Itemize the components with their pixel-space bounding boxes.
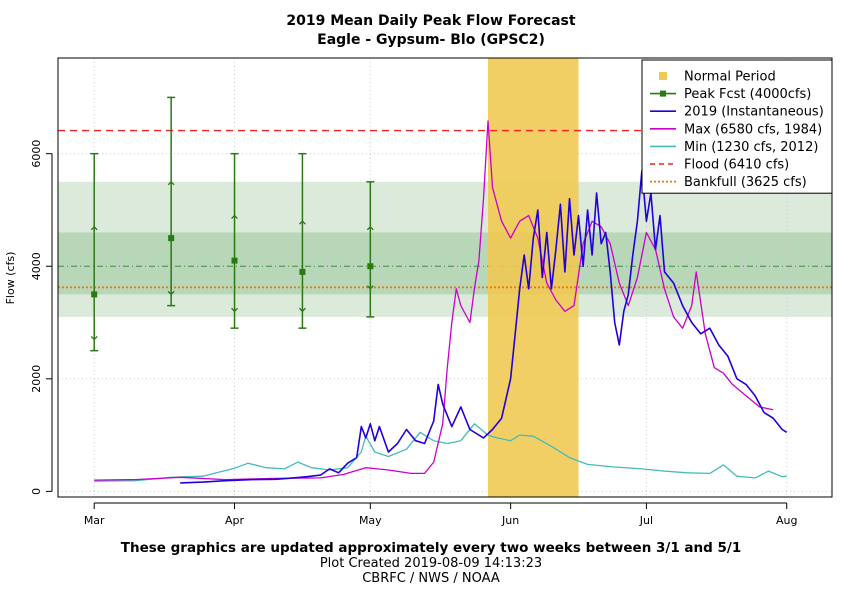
y-tick-label: 0 <box>30 488 43 495</box>
normal-period-rect <box>488 58 579 497</box>
y-tick-label: 2000 <box>30 365 43 393</box>
outer-band <box>58 181 832 317</box>
forecast-median-point <box>367 263 374 270</box>
legend-label: Flood (6410 cfs) <box>684 158 789 173</box>
legend-label: Min (1230 cfs, 2012) <box>684 140 818 155</box>
forecast-arrow-up <box>366 225 374 231</box>
forecast-median-point <box>299 268 306 275</box>
forecast-median-point <box>91 291 98 298</box>
flow-series <box>94 120 788 484</box>
x-tick-label: Mar <box>84 514 105 527</box>
forecast-arrow-down <box>90 335 98 341</box>
chart-subtitle: Eagle - Gypsum- Blo (GPSC2) <box>317 32 545 48</box>
legend-label: Peak Fcst (4000cfs) <box>684 87 811 102</box>
legend-symbol <box>659 72 667 80</box>
legend-symbol-marker <box>660 90 666 97</box>
forecast-bands <box>58 181 832 317</box>
forecast-arrow-down <box>298 307 306 313</box>
forecast-arrow-up <box>298 220 306 225</box>
forecast-median-point <box>231 257 238 264</box>
x-tick-label: Jul <box>639 514 653 527</box>
forecast-arrow-down <box>167 290 175 296</box>
legend-label: Normal Period <box>684 70 776 85</box>
y-axis-label: Flow (cfs) <box>4 252 17 305</box>
series-2019-line <box>180 169 788 484</box>
inner-band <box>58 232 832 295</box>
forecast-arrow-down <box>231 307 238 313</box>
x-tick-label: Jun <box>501 514 519 527</box>
x-tick-label: Aug <box>776 514 797 527</box>
forecast-arrow-down <box>366 285 374 290</box>
forecast-arrow-up <box>90 225 98 231</box>
peak-forecast-markers <box>90 96 375 352</box>
y-tick-label: 4000 <box>30 252 43 280</box>
series-min-line <box>94 423 787 482</box>
plot-frame <box>57 57 833 498</box>
legend: Normal Period Peak Fcst (4000cfs) 2019 (In… <box>641 59 833 194</box>
series-max-line <box>94 120 774 481</box>
x-tick-label: May <box>359 514 382 527</box>
legend-label: Max (6580 cfs, 1984) <box>684 122 822 137</box>
plot-border <box>57 57 833 498</box>
x-tick-label: Apr <box>225 514 245 527</box>
forecast-arrow-up <box>167 180 175 186</box>
y-tick-label: 6000 <box>30 140 43 168</box>
legend-box <box>641 59 833 194</box>
normal-period-band <box>488 58 579 497</box>
chart-title: 2019 Mean Daily Peak Flow Forecast <box>286 13 575 29</box>
forecast-median-point <box>168 235 175 242</box>
forecast-arrow-up <box>231 214 238 220</box>
reference-lines <box>58 129 832 289</box>
legend-label: 2019 (Instantaneous) <box>684 105 824 120</box>
legend-label: Bankfull (3625 cfs) <box>684 175 807 190</box>
footer-update-note: These graphics are updated approximately… <box>120 540 742 556</box>
footer-plot-created: Plot Created 2019-08-09 14:13:23 <box>319 556 543 571</box>
footer-credit: CBRFC / NWS / NOAA <box>362 571 500 586</box>
axes: 0 2000 4000 6000 Mar Apr May Jun Jul Aug <box>30 140 797 527</box>
